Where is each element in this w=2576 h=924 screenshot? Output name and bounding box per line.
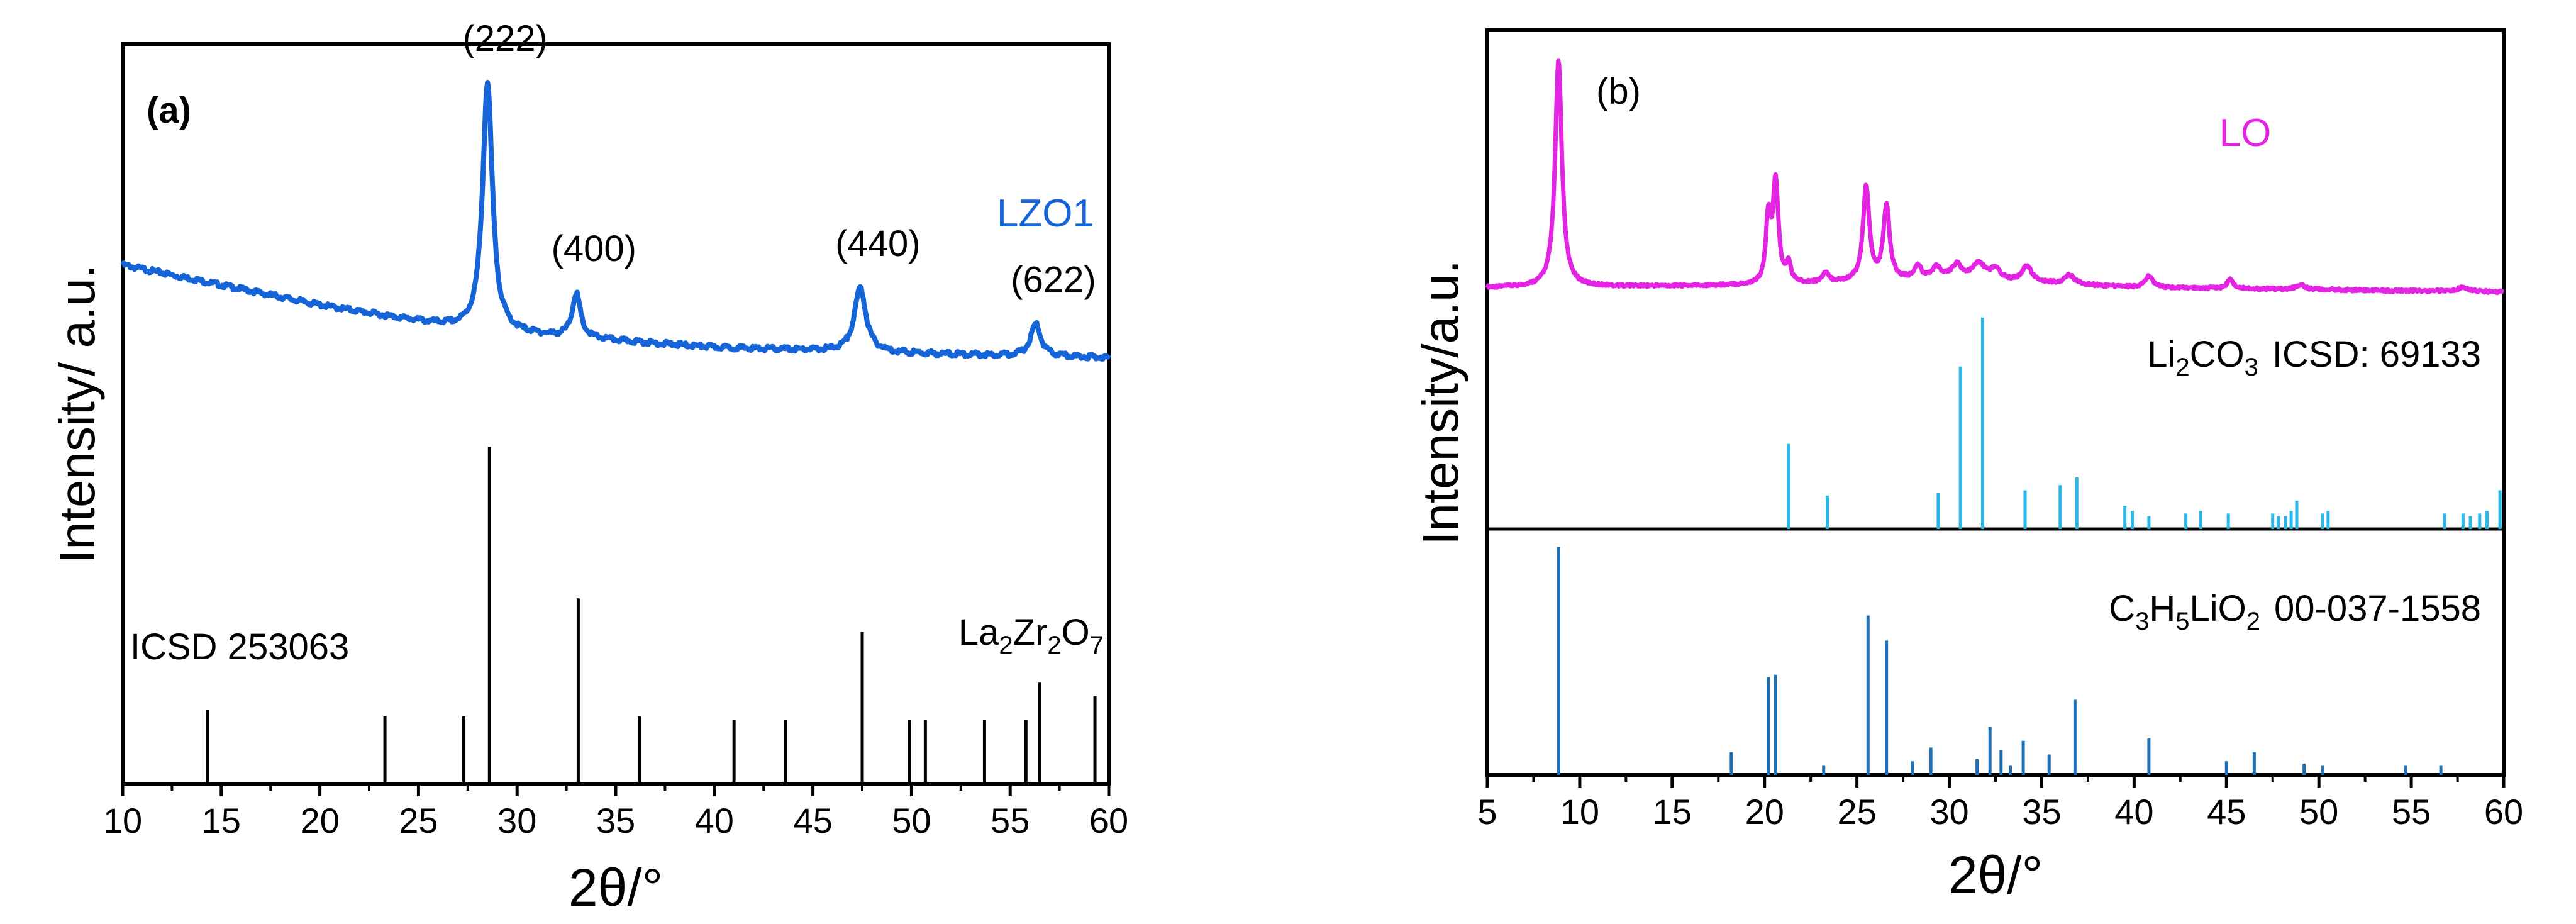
panel-a-x-tick-label: 30 — [497, 801, 536, 840]
panel-b-x-ticks: 5 10 15 20 25 30 35 40 45 50 55 60 — [1477, 775, 2523, 832]
panel-b-x-tick-label: 20 — [1745, 792, 1784, 832]
panel-a-x-tick-label: 45 — [793, 801, 832, 840]
panel-b-x-tick-label: 60 — [2484, 792, 2523, 832]
reference-name: ICSD: 69133 — [2272, 334, 2481, 375]
panel-b-lo-pattern — [1485, 58, 2506, 296]
panel-a-series-label-lzo1: LZO1 — [997, 192, 1094, 235]
formula-subscript: 2 — [2175, 353, 2189, 381]
panel-b-label: (b) — [1596, 71, 1641, 112]
panel-b-x-tick-label: 10 — [1560, 792, 1599, 832]
panel-a-x-tick-label: 35 — [596, 801, 635, 840]
formula-element: La — [958, 612, 999, 653]
panel-a-x-ticks: 10 15 20 25 30 35 40 45 50 55 60 — [103, 784, 1128, 840]
formula-subscript: 2 — [2246, 608, 2260, 635]
panel-b-x-axis-title: 2θ/° — [1948, 845, 2043, 905]
panel-a-lzo1-pattern — [120, 80, 1111, 362]
panel-b-x-tick-label: 50 — [2299, 792, 2338, 832]
panel-a-peak-label: (622) — [1011, 260, 1096, 301]
formula-subscript: 3 — [2245, 353, 2258, 381]
formula-subscript: 3 — [2135, 608, 2149, 635]
panel-a-x-axis-title: 2θ/° — [569, 858, 663, 917]
panel-a-peak-labels: (222) (400) (440) (622) — [462, 18, 1096, 301]
panel-b-x-tick-label: 35 — [2022, 792, 2061, 832]
panel-a-reference-name: ICSD 253063 — [130, 626, 349, 667]
formula-element: Li — [2147, 334, 2175, 375]
panel-a-reference-formula: La2Zr2O7 — [958, 612, 1104, 659]
panel-b-x-tick-label: 30 — [1929, 792, 1968, 832]
panel-a-chart: 10 15 20 25 30 35 40 45 50 55 60 (a) LZO1 (222) (40… — [49, 18, 1128, 917]
panel-b-series-label-lo: LO — [2219, 111, 2272, 155]
panel-b-li2co3-reference-lines — [1787, 317, 2502, 529]
panel-a-x-tick-label: 50 — [892, 801, 931, 840]
formula-element: H — [2149, 588, 2175, 629]
panel-a-x-tick-label: 55 — [991, 801, 1030, 840]
panel-a-label: (a) — [147, 90, 191, 131]
formula-element: O — [1062, 612, 1090, 653]
panel-a-x-tick-label: 20 — [300, 801, 339, 840]
panel-b-x-tick-label: 40 — [2114, 792, 2153, 832]
panel-a-reference-lines — [206, 447, 1097, 784]
panel-a-peak-label: (400) — [552, 228, 636, 269]
panel-b-x-tick-label: 55 — [2392, 792, 2431, 832]
panel-b-x-tick-label: 15 — [1653, 792, 1692, 832]
panel-a-x-tick-label: 40 — [695, 801, 734, 840]
formula-element: Zr — [1013, 612, 1048, 653]
formula-element: C — [2109, 588, 2135, 629]
formula-element: LiO — [2190, 588, 2246, 629]
panel-b-y-axis-title: Intensity/a.u. — [1413, 260, 1468, 545]
panel-b-c3h5lio2-reference-lines — [1557, 547, 2443, 775]
formula-subscript: 2 — [999, 632, 1013, 659]
panel-a-peak-label: (222) — [462, 18, 547, 59]
panel-b-x-tick-label: 25 — [1837, 792, 1876, 832]
reference-name: 00-037-1558 — [2274, 588, 2481, 629]
panel-a-x-tick-label: 10 — [103, 801, 142, 840]
panel-b-reference1-label: Li2CO3 ICSD: 69133 — [2147, 334, 2481, 381]
formula-subscript: 5 — [2175, 608, 2189, 635]
panel-b-x-tick-label: 5 — [1477, 792, 1497, 832]
panel-a-peak-label: (440) — [835, 223, 920, 264]
panel-b-reference2-label: C3H5LiO2 00-037-1558 — [2109, 588, 2481, 635]
panel-b-x-tick-label: 45 — [2207, 792, 2246, 832]
formula-subscript: 2 — [1047, 632, 1061, 659]
panel-a-x-tick-label: 60 — [1089, 801, 1128, 840]
panel-a-plot-frame — [121, 42, 1111, 786]
panel-b-chart: 5 10 15 20 25 30 35 40 45 50 55 60 (b) LO Li2CO3 ICS… — [1413, 28, 2523, 905]
panel-a-x-tick-label: 15 — [202, 801, 241, 840]
formula-element: CO — [2190, 334, 2245, 375]
panel-a-x-tick-label: 25 — [399, 801, 438, 840]
panel-a-y-axis-title: Intensity/ a.u. — [49, 264, 105, 564]
formula-subscript: 7 — [1090, 632, 1104, 659]
panel-b-plot-frame — [1485, 28, 2506, 777]
